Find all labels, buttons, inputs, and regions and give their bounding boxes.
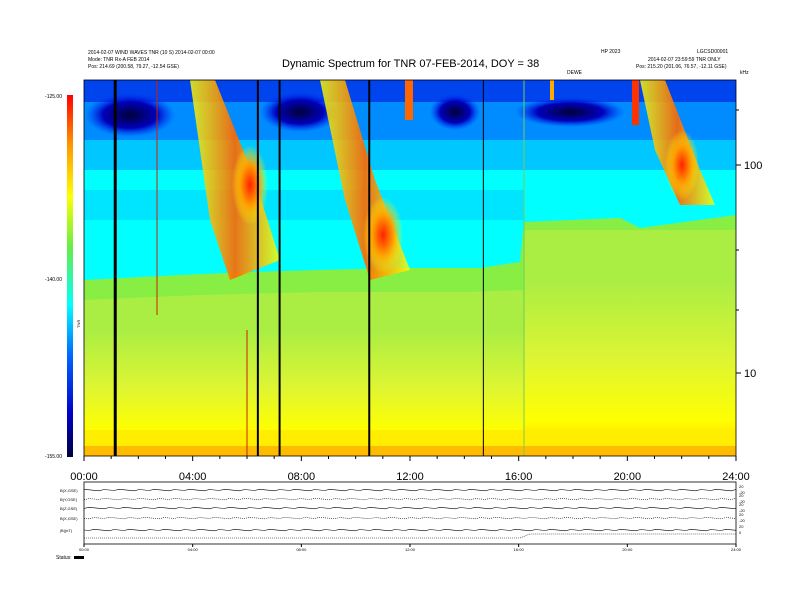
status-marker (74, 556, 84, 559)
lower-x-tick-label: 16:00 (514, 547, 525, 552)
panel-right-tick: 0 (739, 530, 742, 535)
colorbar-tick-1: -140.00 (45, 277, 62, 283)
header-left-line3: Pos: 214.69 (200.58, 79.27, -12.54 GSE) (88, 64, 179, 70)
header-right-line0b: LGCSD00001 (697, 49, 729, 55)
header-right-line0: HP 2023 (601, 49, 621, 55)
colorbar-tick-2: -155.00 (45, 454, 62, 460)
panel-right-tick: -20 (739, 499, 746, 504)
panel-label: B(X,GSE) (60, 516, 78, 521)
lower-x-tick-label: 00:00 (79, 547, 90, 552)
panel-trace (83, 506, 737, 510)
panel-right-tick: -20 (739, 490, 746, 495)
lower-x-tick-label: 04:00 (188, 547, 199, 552)
panel-label: B(X,GSE) (60, 488, 78, 493)
lower-x-tick-label: 12:00 (405, 547, 416, 552)
colorbar-label: TNR (76, 320, 81, 328)
spectrogram (84, 80, 736, 456)
header-right-line2: Pos: 215.20 (201.06, 76.57, -12.11 GSE) (636, 64, 727, 70)
panel-right-tick: -20 (739, 518, 746, 523)
header-right-corner: kHz (740, 70, 749, 76)
chart-title: Dynamic Spectrum for TNR 07-FEB-2014, DO… (282, 58, 540, 70)
panel-right-tick: 20 (739, 493, 744, 498)
lower-x-tick-label: 20:00 (622, 547, 633, 552)
lower-panel-frame (83, 481, 737, 545)
y-tick-label-100: 100 (744, 160, 762, 172)
panel-right-tick: 20 (739, 512, 744, 517)
panel-right-tick: -20 (739, 508, 746, 513)
panel-trace (83, 516, 737, 520)
panel-trace (83, 488, 737, 492)
panel-right-tick: 20 (739, 524, 744, 529)
header-left-line1: 2014-02-07 WIND WAVES TNR (10 S) 2014-02… (88, 50, 215, 56)
lower-x-tick-label: 08:00 (296, 547, 307, 552)
lower-panels: B(X,GSE)20-20B(Y,GSE)20-20B(Z,GSE)20-20B… (60, 484, 746, 552)
colorbar-tick-0: -125.00 (45, 94, 62, 100)
x-tick-label: 24:00 (722, 471, 750, 483)
x-axis: 00:00 04:00 08:00 12:00 16:00 20:00 24:00 (70, 456, 750, 483)
x-tick-label: 20:00 (614, 471, 642, 483)
panel-right-tick: 20 (739, 484, 744, 489)
panel-trace (83, 528, 737, 532)
colorbar (67, 95, 73, 457)
header-right-small: DEWE (567, 70, 582, 76)
header-left-line2: Mode: TNR Rx-A FEB 2014 (88, 57, 150, 63)
header-right-line1: 2014-02-07 23:59:59 TNR ONLY (648, 57, 721, 63)
panel-trace (83, 497, 737, 501)
x-tick-label: 08:00 (288, 471, 316, 483)
x-tick-label: 16:00 (505, 471, 533, 483)
status-trace (84, 533, 736, 539)
y-tick-label-10: 10 (744, 368, 756, 380)
status-label: Status: (56, 555, 72, 561)
panel-right-tick: 20 (739, 502, 744, 507)
panel-label: |B|(nT) (60, 528, 73, 533)
x-tick-label: 00:00 (70, 471, 98, 483)
x-tick-label: 04:00 (179, 471, 207, 483)
panel-label: B(Z,GSE) (60, 506, 78, 511)
data-gaps (113, 80, 484, 456)
panel-label: B(Y,GSE) (60, 497, 78, 502)
x-tick-label: 12:00 (396, 471, 424, 483)
lower-x-tick-label: 24:00 (731, 547, 742, 552)
